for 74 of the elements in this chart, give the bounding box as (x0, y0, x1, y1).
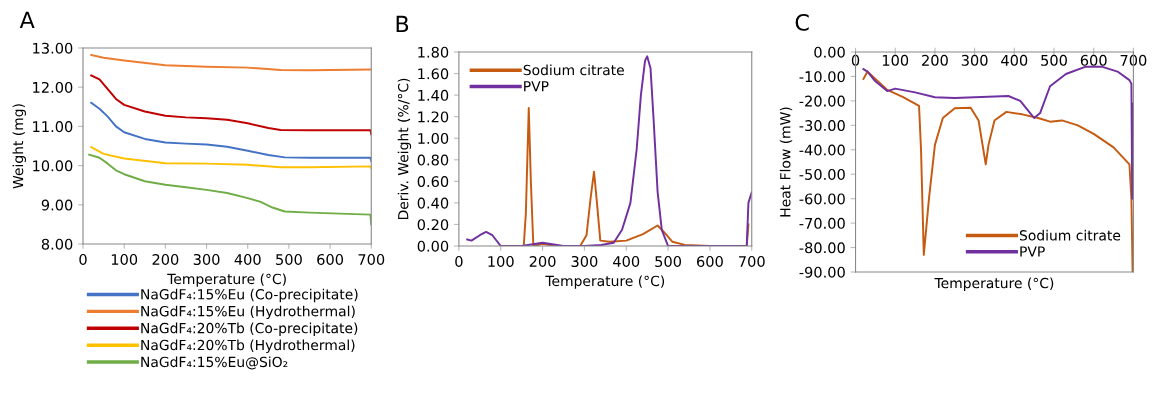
line-series (862, 65, 1134, 200)
y-tick-label: -70.00 (799, 217, 845, 229)
y-tick-label: 0.80 (417, 154, 449, 166)
y-tick-label: -80.00 (799, 242, 845, 254)
legend-label: PVP (1020, 246, 1045, 257)
legend-label: NaGdF₄:20%Tb (Hydrothermal) (141, 339, 355, 353)
x-tick-label: 100 (488, 255, 514, 268)
x-tick-label: 400 (613, 255, 640, 268)
x-tick-label: 400 (234, 253, 261, 266)
y-tick-label: 1.00 (418, 132, 449, 144)
x-axis-title: Temperature (°C) (934, 277, 1054, 291)
y-tick-label: 1.60 (418, 68, 449, 80)
y-tick-label: 1.20 (418, 111, 449, 123)
x-tick-label: 0 (455, 255, 463, 268)
chart-title: C (795, 13, 809, 31)
line-series (90, 146, 372, 170)
chart-title: A (19, 11, 35, 28)
y-tick-label: 9.00 (41, 199, 73, 211)
x2-tick-label: 700 (1120, 54, 1147, 66)
legend-label: PVP (524, 81, 549, 92)
y-tick-label: -40.00 (799, 144, 845, 156)
x-tick-label: 500 (655, 255, 682, 268)
line-series (90, 74, 372, 136)
x-axis-title: Temperature (°C) (545, 275, 665, 289)
chart-title: B (396, 15, 409, 33)
x-tick-label: 300 (571, 255, 598, 268)
x-tick-label: 0 (79, 253, 87, 266)
y-tick-label: -90.00 (799, 266, 845, 278)
y-tick-label: -60.00 (799, 193, 845, 205)
legend-label: Sodium citrate (1019, 229, 1121, 241)
line-series (90, 101, 372, 162)
line-series (90, 54, 372, 72)
x2-tick-label: 400 (1001, 54, 1028, 66)
x2-tick-label: 600 (1080, 54, 1107, 66)
y-tick-label: 0.60 (417, 176, 449, 188)
y-tick-label: 1.80 (418, 46, 449, 58)
x-tick-label: 200 (152, 253, 179, 266)
y-tick-label: 10.00 (33, 160, 73, 172)
legend-label: NaGdF₄:15%Eu@SiO₂ (141, 356, 288, 370)
x2-tick-label: 300 (961, 54, 988, 66)
y-tick-label: -10.00 (799, 71, 845, 83)
legend-label: NaGdF₄:15%Eu (Hydrothermal) (141, 305, 355, 320)
y-axis-title: Heat Flow (mW) (779, 107, 793, 217)
y-tick-label: -50.00 (799, 168, 845, 180)
x-axis-title: Temperature (°C) (167, 273, 286, 287)
y-axis-title: Weight (mg) (12, 104, 26, 189)
x-tick-label: 500 (276, 253, 302, 266)
y-tick-label: 11.00 (33, 121, 73, 133)
y-tick-label: 13.00 (33, 42, 73, 54)
x-tick-label: 200 (529, 255, 556, 268)
line-series (862, 70, 1134, 272)
line-series (88, 153, 372, 226)
x-tick-label: 100 (111, 253, 138, 266)
y-tick-label: 1.40 (418, 89, 449, 101)
x2-tick-label: 200 (922, 54, 948, 66)
x-tick-label: 700 (739, 255, 765, 268)
y-tick-label: -30.00 (799, 120, 845, 132)
y-tick-label: 0.00 (417, 240, 449, 252)
y-tick-label: 0.40 (417, 197, 449, 209)
y-tick-label: 0.00 (814, 46, 845, 58)
y-tick-label: 0.20 (417, 219, 449, 231)
x-tick-label: 600 (697, 255, 723, 268)
y-tick-label: -20.00 (799, 95, 845, 107)
x-tick-label: 600 (317, 253, 344, 266)
legend-label: Sodium citrate (523, 64, 624, 76)
legend-label: NaGdF₄:15%Eu (Co-precipitate) (141, 288, 358, 303)
x2-tick-label: 100 (882, 54, 909, 66)
y-tick-label: 8.00 (41, 238, 73, 250)
legend-label: NaGdF₄:20%Tb (Co-precipitate) (141, 322, 358, 337)
y-axis-title: Deriv. Weight (%/°C) (397, 78, 412, 220)
x-tick-label: 700 (358, 253, 385, 266)
x2-tick-label: 500 (1041, 54, 1067, 66)
y-tick-label: 12.00 (33, 81, 73, 93)
x-tick-label: 300 (193, 253, 220, 266)
